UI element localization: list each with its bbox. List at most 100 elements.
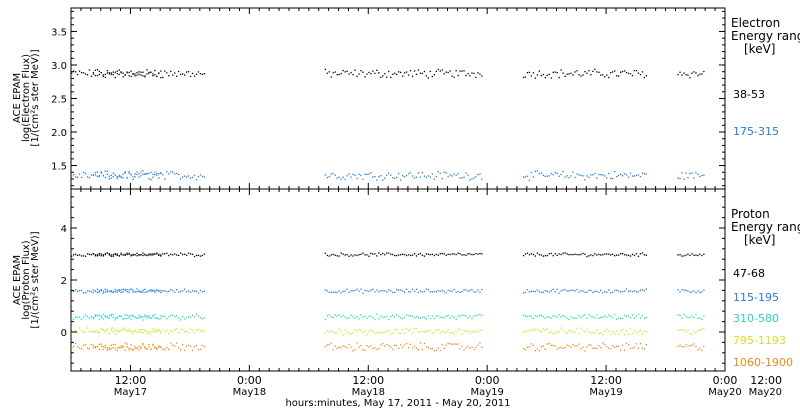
data-point xyxy=(197,254,200,257)
data-point xyxy=(453,76,455,78)
data-point xyxy=(590,332,592,334)
data-point xyxy=(76,316,79,318)
data-point xyxy=(96,69,99,71)
data-point xyxy=(76,73,79,76)
data-point xyxy=(402,328,404,331)
data-point xyxy=(568,254,570,256)
data-point xyxy=(132,178,134,181)
data-point xyxy=(542,291,544,293)
data-point xyxy=(182,253,184,256)
data-point xyxy=(544,77,546,79)
data-point xyxy=(600,174,602,176)
data-point xyxy=(415,327,418,329)
data-point xyxy=(447,289,449,291)
data-point xyxy=(407,291,410,293)
data-point xyxy=(195,345,198,347)
data-point xyxy=(191,176,194,179)
data-point xyxy=(71,175,73,177)
data-point xyxy=(342,345,344,347)
data-point xyxy=(588,70,590,72)
proton-legend-title-1: Proton xyxy=(731,207,770,221)
data-point xyxy=(128,172,130,174)
data-point xyxy=(112,176,114,178)
data-point xyxy=(431,173,433,175)
data-point xyxy=(150,71,152,73)
data-point xyxy=(150,333,152,336)
data-point xyxy=(526,289,529,291)
data-point xyxy=(413,317,416,319)
data-point xyxy=(150,254,152,256)
data-point xyxy=(184,253,186,255)
data-point xyxy=(618,174,620,177)
data-point xyxy=(108,347,110,349)
data-point xyxy=(415,255,418,257)
data-point xyxy=(154,173,156,176)
data-point xyxy=(354,174,356,177)
data-point xyxy=(695,292,697,294)
data-point xyxy=(643,317,645,319)
data-point xyxy=(134,347,136,349)
data-point xyxy=(425,253,427,255)
data-point xyxy=(592,70,594,72)
data-point xyxy=(471,289,473,291)
data-point xyxy=(128,315,130,317)
data-point xyxy=(398,289,400,291)
data-point xyxy=(524,331,527,333)
data-point xyxy=(693,331,695,333)
data-point xyxy=(364,173,366,175)
data-point xyxy=(701,73,703,75)
data-point xyxy=(614,346,616,348)
data-point xyxy=(158,173,160,175)
data-point xyxy=(118,175,120,178)
data-point xyxy=(604,330,606,333)
data-point xyxy=(570,316,572,318)
data-point xyxy=(142,344,144,346)
data-point xyxy=(191,314,194,316)
data-point xyxy=(473,348,475,351)
data-point xyxy=(80,255,83,257)
data-point xyxy=(82,292,85,294)
data-point xyxy=(384,290,386,292)
data-point xyxy=(148,290,150,292)
data-point xyxy=(348,291,350,293)
data-point xyxy=(413,345,416,347)
data-point xyxy=(116,289,118,291)
data-point xyxy=(388,70,390,73)
data-point xyxy=(522,255,525,257)
data-point xyxy=(154,289,156,292)
data-point xyxy=(199,316,202,319)
data-point xyxy=(180,252,182,254)
data-point xyxy=(693,343,695,345)
data-point xyxy=(400,254,402,256)
data-point xyxy=(132,289,134,291)
data-point xyxy=(459,315,461,317)
data-point xyxy=(158,253,160,256)
data-point xyxy=(403,176,406,178)
data-point xyxy=(457,315,459,317)
data-point xyxy=(524,348,527,351)
data-point xyxy=(570,72,572,74)
data-point xyxy=(146,330,148,333)
data-point xyxy=(376,255,378,257)
data-point xyxy=(166,329,168,331)
data-point xyxy=(84,255,87,257)
data-point xyxy=(344,71,346,73)
data-point xyxy=(532,253,535,256)
data-point xyxy=(455,318,457,320)
data-point xyxy=(378,347,380,350)
data-point xyxy=(201,291,204,293)
data-point xyxy=(75,342,77,345)
data-point xyxy=(386,315,388,318)
data-point xyxy=(526,315,529,317)
data-point xyxy=(453,343,455,345)
data-point xyxy=(449,253,451,256)
data-point xyxy=(635,315,638,317)
x-tick-date-label: May17 xyxy=(114,387,147,398)
data-point xyxy=(98,332,100,334)
data-point xyxy=(384,345,386,347)
data-point xyxy=(170,314,172,316)
data-point xyxy=(384,73,386,75)
data-point xyxy=(548,73,550,76)
data-point xyxy=(453,289,455,291)
data-point xyxy=(160,172,162,174)
